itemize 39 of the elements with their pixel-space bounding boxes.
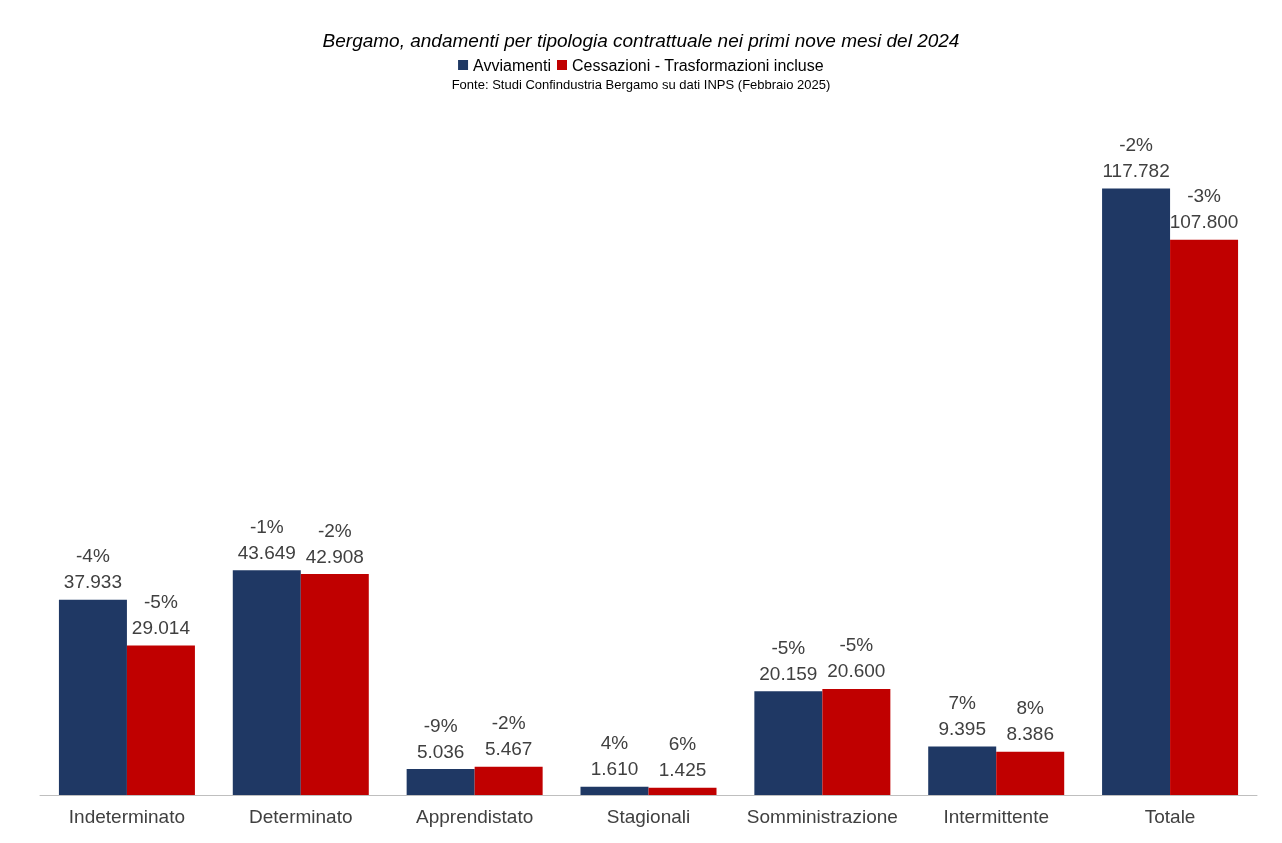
bar (822, 688, 891, 795)
bar (996, 751, 1065, 795)
chart-title: Bergamo, andamenti per tipologia contrattuale nei primi nove mesi del 2024 (322, 30, 960, 51)
x-tick-label: Intermittente (943, 806, 1050, 827)
data-label: 8% 8.386 (1006, 697, 1054, 745)
x-tick-label: Determinato (249, 806, 353, 827)
data-label: -2% 42.908 (305, 519, 364, 567)
data-label: 4% 1.610 (590, 732, 639, 780)
data-label: -2% 5.467 (484, 712, 533, 760)
x-tick-label: Stagionali (606, 806, 691, 827)
data-label: -1% 43.649 (237, 515, 296, 563)
x-tick-label: Totale (1144, 806, 1196, 827)
bar (58, 599, 127, 795)
bar (928, 746, 997, 795)
bar (232, 570, 301, 795)
x-tick-label: Indeterminato (68, 806, 186, 827)
bar (406, 769, 475, 795)
data-label: -5% 20.159 (759, 636, 818, 684)
data-label: 6% 1.425 (658, 733, 707, 781)
data-label: -4% 37.933 (63, 545, 122, 593)
x-tick-label: Apprendistato (416, 806, 534, 827)
source-note: Fonte: Studi Confindustria Bergamo su dati INPS (Febbraio 2025) (451, 77, 831, 92)
bar (1170, 239, 1239, 795)
data-label: -2% 117.782 (1102, 133, 1170, 181)
x-tick-label: Somministrazione (746, 806, 898, 827)
data-label: -3% 107.800 (1169, 185, 1239, 233)
bar (648, 787, 717, 795)
bar (754, 691, 823, 795)
bar (474, 766, 543, 795)
legend-label: Avviamenti (473, 56, 552, 74)
bar (580, 786, 649, 795)
data-label: -9% 5.036 (416, 714, 465, 762)
bar (300, 574, 369, 795)
data-label: 7% 9.395 (938, 692, 986, 740)
data-label: -5% 20.600 (827, 634, 886, 682)
data-label: -5% 29.014 (131, 591, 191, 639)
legend-label: Cessazioni - Trasformazioni incluse (572, 56, 824, 74)
bar (126, 645, 195, 795)
bar (1102, 188, 1171, 795)
